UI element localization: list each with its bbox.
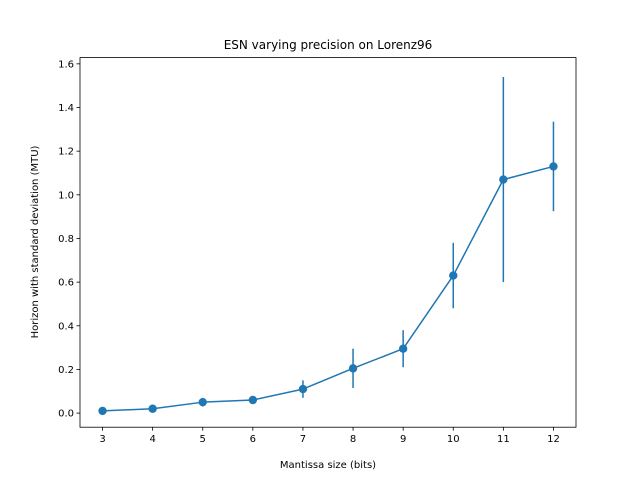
data-point: [449, 271, 458, 280]
x-axis-label: Mantissa size (bits): [280, 460, 376, 471]
y-tick-label: 1.6: [58, 59, 74, 70]
data-point: [98, 406, 107, 416]
y-tick-label: 0.0: [58, 409, 74, 420]
y-tick-label: 0.4: [58, 321, 74, 332]
y-tick-label: 0.6: [58, 278, 74, 289]
data-point: [348, 364, 358, 373]
x-tick-label: 7: [300, 434, 306, 445]
axes-frame: [79, 57, 577, 428]
data-point: [248, 395, 258, 405]
x-tick-label: 10: [447, 434, 460, 445]
x-tick-label: 12: [547, 434, 560, 445]
plot-area: 3 4 5 6 7 8 9 10 11 12 0.0 0.2 0.4 0.6 0.8 1.0 1.2 1.4 1.6: [58, 59, 560, 445]
x-tick-label: 11: [497, 434, 510, 445]
x-tick-label: 6: [250, 434, 256, 445]
series-line: [102, 165, 554, 412]
chart-title: ESN varying precision on Lorenz96: [224, 38, 433, 52]
y-tick-label: 1.4: [58, 103, 74, 114]
x-tick-label: 5: [200, 434, 206, 445]
y-tick-label: 0.2: [58, 365, 74, 376]
data-point: [499, 175, 508, 184]
data-point: [298, 384, 308, 394]
x-tick-label: 9: [400, 434, 406, 445]
y-tick-label: 1.2: [58, 147, 74, 158]
data-point: [198, 397, 207, 407]
x-tick-label: 8: [350, 434, 356, 445]
data-point: [148, 404, 157, 413]
data-point: [549, 162, 558, 171]
data-point: [398, 344, 408, 353]
x-tick-label: 4: [149, 434, 155, 445]
y-tick-label: 1.0: [58, 190, 74, 201]
y-tick-label: 0.8: [58, 234, 74, 245]
x-tick-label: 3: [99, 434, 105, 445]
y-axis-label: Horizon with standard deviation (MTU): [30, 145, 41, 338]
